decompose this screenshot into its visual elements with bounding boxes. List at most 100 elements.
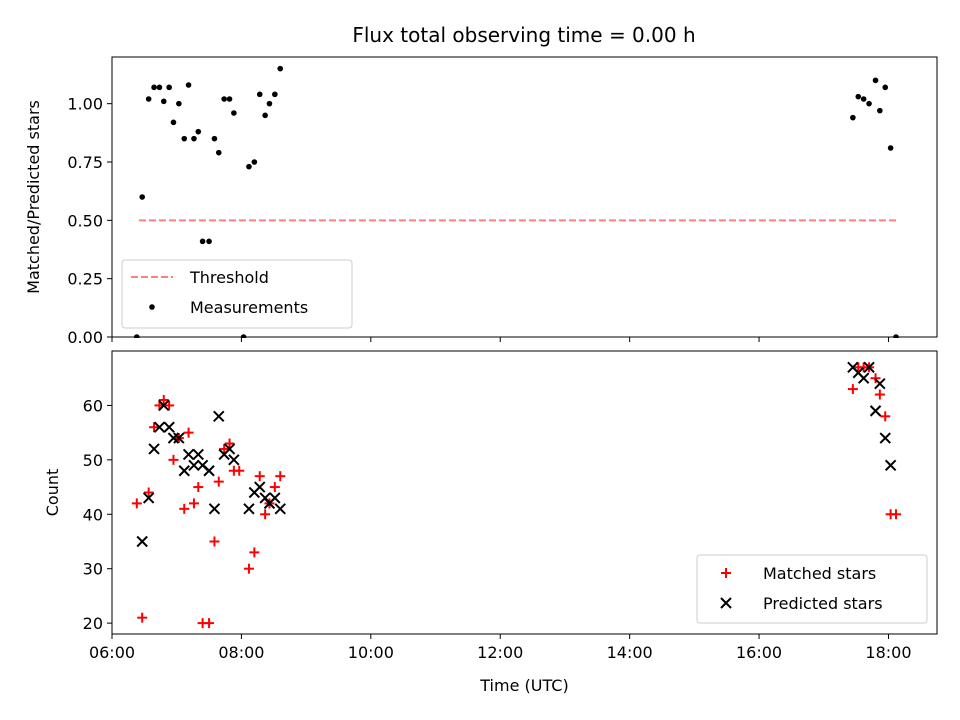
measurement-point bbox=[887, 145, 894, 151]
panel-count: 06:00 08:00 10:00 12:00 14:00 16:00 18:00 20 30 4… bbox=[43, 350, 938, 695]
legend-top: Threshold Measurements bbox=[121, 259, 353, 329]
measurement-point bbox=[181, 135, 188, 142]
predicted-star-point bbox=[148, 443, 160, 455]
matched-star-point bbox=[721, 568, 731, 578]
measurement-point bbox=[251, 159, 258, 165]
y-tick-label-bottom: 40 bbox=[83, 505, 103, 524]
legend-measurements-swatch bbox=[149, 304, 155, 310]
measurement-point bbox=[893, 334, 899, 338]
measurement-point bbox=[866, 100, 872, 107]
measurement-point bbox=[156, 84, 163, 91]
predicted-star-point bbox=[192, 448, 204, 461]
measurement-point bbox=[199, 238, 206, 245]
matched-star-point bbox=[209, 536, 220, 547]
y-tick-label-bottom: 60 bbox=[83, 396, 103, 415]
x-tick-label: 14:00 bbox=[607, 643, 653, 662]
x-tick-label: 08:00 bbox=[218, 643, 264, 662]
plot-frame-bottom bbox=[111, 350, 938, 635]
measurement-point bbox=[160, 98, 167, 105]
predicted-star-point bbox=[163, 421, 175, 433]
predicted-star-point bbox=[879, 432, 891, 444]
predicted-star-point bbox=[158, 399, 170, 412]
measurement-point bbox=[191, 135, 197, 142]
predicted-star-point bbox=[136, 535, 148, 548]
matched-star-point bbox=[243, 563, 254, 574]
measurement-point bbox=[877, 107, 883, 114]
x-tick-label: 18:00 bbox=[865, 643, 911, 662]
predicted-star-point bbox=[173, 432, 185, 444]
y-tick-label-bottom: 50 bbox=[83, 451, 103, 470]
y-tick-label-bottom: 20 bbox=[83, 614, 103, 633]
matched-star-point bbox=[254, 471, 265, 482]
measurement-point bbox=[151, 84, 157, 91]
y-axis-title-top: Matched/Predicted stars bbox=[24, 100, 43, 294]
matched-star-point bbox=[224, 438, 235, 449]
measurement-point bbox=[215, 149, 222, 156]
y-tick-label-top: 0.25 bbox=[67, 270, 103, 289]
legend-box-bottom bbox=[696, 554, 928, 624]
predicted-star-point bbox=[213, 410, 225, 423]
measurement-point bbox=[145, 96, 152, 102]
predicted-star-point bbox=[142, 492, 155, 504]
matched-star-point bbox=[234, 465, 245, 476]
matched-star-point bbox=[168, 454, 179, 465]
legend-matched-label: Matched stars bbox=[763, 564, 876, 583]
predicted-star-point bbox=[228, 454, 240, 466]
matched-star-point bbox=[143, 487, 154, 498]
predicted-star-point bbox=[178, 465, 190, 477]
predicted-star-point bbox=[182, 448, 195, 461]
predicted-star-point bbox=[243, 503, 255, 515]
measurement-point bbox=[240, 334, 247, 338]
measurement-point bbox=[860, 96, 867, 102]
measurement-point bbox=[134, 334, 140, 338]
matched-star-point bbox=[249, 547, 260, 558]
measurement-point bbox=[272, 91, 278, 98]
predicted-star-point bbox=[720, 597, 732, 609]
predicted-star-point bbox=[863, 361, 875, 374]
matched-star-point bbox=[213, 476, 224, 487]
measurement-point bbox=[266, 100, 273, 107]
matched-star-point bbox=[188, 498, 199, 509]
measurement-point bbox=[256, 91, 263, 98]
measurement-point bbox=[872, 77, 879, 84]
y-tick-label-top: 0.50 bbox=[67, 211, 103, 230]
legend-predicted-label: Predicted stars bbox=[763, 594, 883, 613]
y-tick-label-top: 1.00 bbox=[67, 95, 103, 114]
predicted-stars-series bbox=[136, 361, 897, 548]
measurement-point bbox=[262, 112, 268, 119]
matched-star-point bbox=[164, 400, 175, 411]
measurement-point bbox=[211, 135, 218, 142]
predicted-star-point bbox=[188, 459, 200, 471]
measurement-point bbox=[166, 84, 172, 91]
y-tick-label-top: 0.00 bbox=[67, 328, 103, 347]
x-tick-label: 12:00 bbox=[477, 643, 523, 662]
measurement-point bbox=[226, 96, 233, 102]
matched-star-point bbox=[158, 394, 169, 405]
predicted-star-point bbox=[869, 405, 882, 417]
matched-star-point bbox=[880, 411, 891, 422]
measurement-point bbox=[185, 82, 192, 88]
matched-star-point bbox=[204, 618, 215, 629]
predicted-star-point bbox=[884, 459, 897, 471]
measurement-point bbox=[170, 119, 177, 126]
predicted-star-point bbox=[269, 492, 281, 504]
y-tick-label-top: 0.75 bbox=[67, 153, 103, 172]
x-tick-label: 10:00 bbox=[348, 643, 394, 662]
matched-star-point bbox=[847, 384, 858, 395]
measurement-point bbox=[882, 84, 889, 91]
measurement-point bbox=[277, 65, 284, 72]
y-axis-title-bottom: Count bbox=[43, 469, 62, 517]
matched-star-point bbox=[275, 471, 286, 482]
measurement-point bbox=[221, 96, 227, 102]
matched-star-point bbox=[874, 389, 885, 400]
matched-star-point bbox=[137, 612, 148, 623]
matched-star-point bbox=[891, 509, 902, 520]
predicted-star-point bbox=[223, 443, 236, 455]
predicted-star-point bbox=[254, 481, 266, 493]
legend-bottom: Matched stars Predicted stars bbox=[696, 554, 928, 624]
legend-measurements-label: Measurements bbox=[190, 298, 308, 317]
x-tick-label: 06:00 bbox=[89, 643, 135, 662]
measurement-point bbox=[246, 163, 252, 170]
matched-star-point bbox=[149, 422, 160, 433]
matched-star-point bbox=[179, 503, 190, 514]
